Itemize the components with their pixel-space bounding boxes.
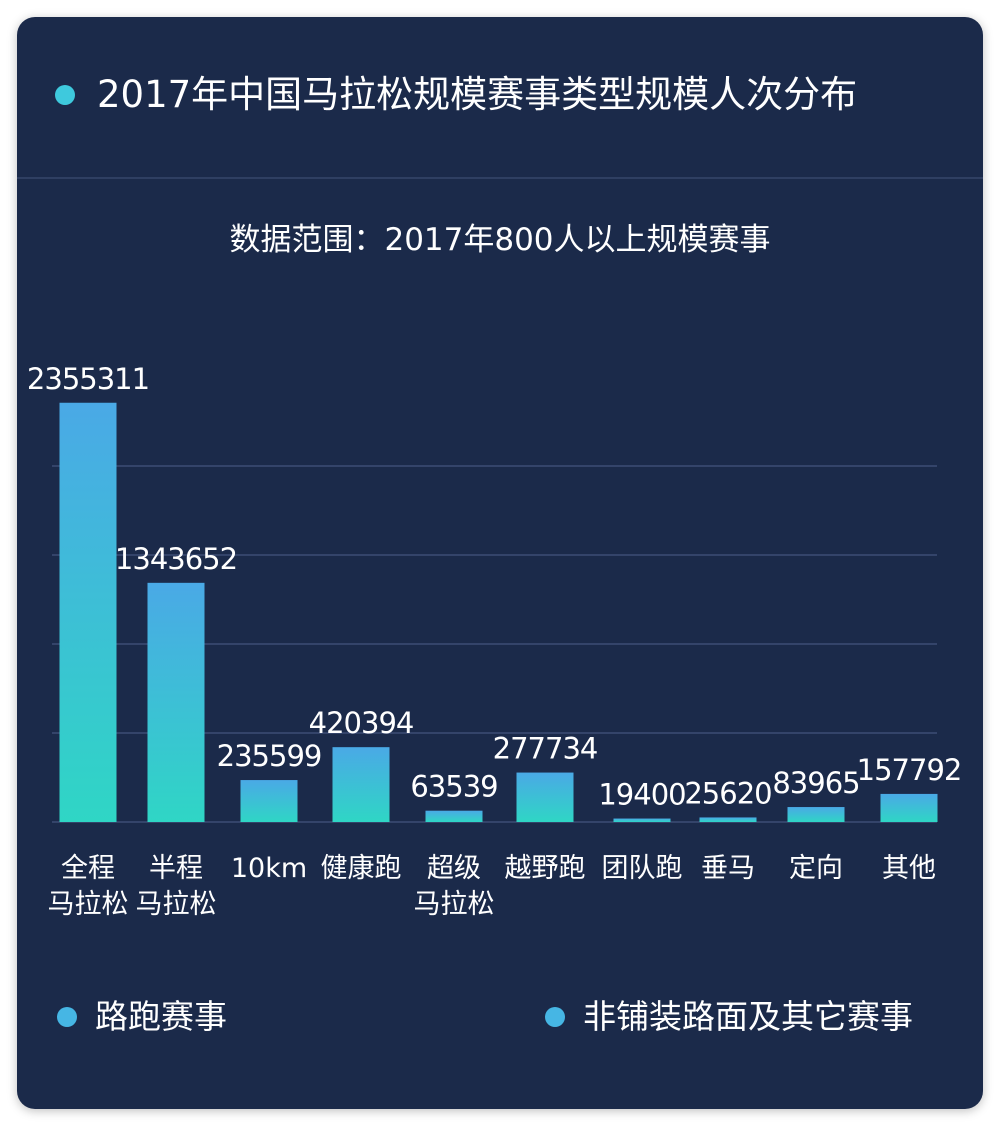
bar-value-label: 25620 [684, 776, 771, 810]
bar-value-label: 83965 [772, 766, 859, 800]
bar[interactable] [787, 807, 845, 822]
bar[interactable] [880, 793, 938, 822]
legend-item-road[interactable]: 路跑赛事 [57, 992, 227, 1042]
bar[interactable] [613, 818, 671, 822]
bars [59, 402, 938, 822]
category-label: 越野跑 [505, 853, 586, 884]
chart-title: 2017年中国马拉松规模赛事类型规模人次分布 [97, 73, 858, 116]
category-label: 健康跑 [321, 853, 402, 884]
bar[interactable] [516, 772, 574, 822]
bar-value-label: 277734 [493, 732, 598, 766]
category-label: 超级 [427, 853, 481, 884]
chart-card: 2017年中国马拉松规模赛事类型规模人次分布 数据范围：2017年800人以上规… [17, 17, 983, 1109]
title-bullet-icon [55, 85, 75, 105]
category-label: 10km [231, 853, 307, 884]
category-label: 团队跑 [602, 853, 683, 884]
category-label: 马拉松 [414, 889, 495, 920]
chart-subtitle: 数据范围：2017年800人以上规模赛事 [229, 222, 771, 258]
category-label: 半程 [149, 853, 203, 884]
legend-dot-icon [545, 1007, 565, 1027]
bar[interactable] [147, 582, 205, 822]
bar[interactable] [332, 747, 390, 822]
header-divider [17, 177, 983, 179]
category-label: 全程 [61, 853, 115, 884]
legend-dot-icon [57, 1007, 77, 1027]
bar-value-label: 420394 [309, 706, 414, 740]
legend-label: 非铺装路面及其它赛事 [583, 997, 913, 1036]
category-label: 马拉松 [136, 889, 217, 920]
legend-label: 路跑赛事 [95, 997, 227, 1036]
bar-value-label: 2355311 [27, 362, 149, 396]
category-label: 其他 [882, 853, 936, 884]
bar-value-label: 63539 [410, 770, 497, 804]
category-label: 垂马 [701, 853, 755, 884]
bar[interactable] [240, 780, 298, 822]
legend-item-offroad[interactable]: 非铺装路面及其它赛事 [545, 992, 913, 1042]
bar-value-label: 1343652 [115, 542, 237, 576]
chart-header: 2017年中国马拉松规模赛事类型规模人次分布 [17, 17, 983, 177]
bar-value-label: 157792 [857, 753, 962, 787]
bar-value-label: 19400 [598, 778, 685, 812]
bar[interactable] [425, 810, 483, 822]
bar-value-label: 235599 [217, 739, 322, 773]
category-label: 定向 [789, 853, 843, 884]
category-label: 马拉松 [48, 889, 129, 920]
bar[interactable] [699, 817, 757, 822]
bar[interactable] [59, 402, 117, 822]
